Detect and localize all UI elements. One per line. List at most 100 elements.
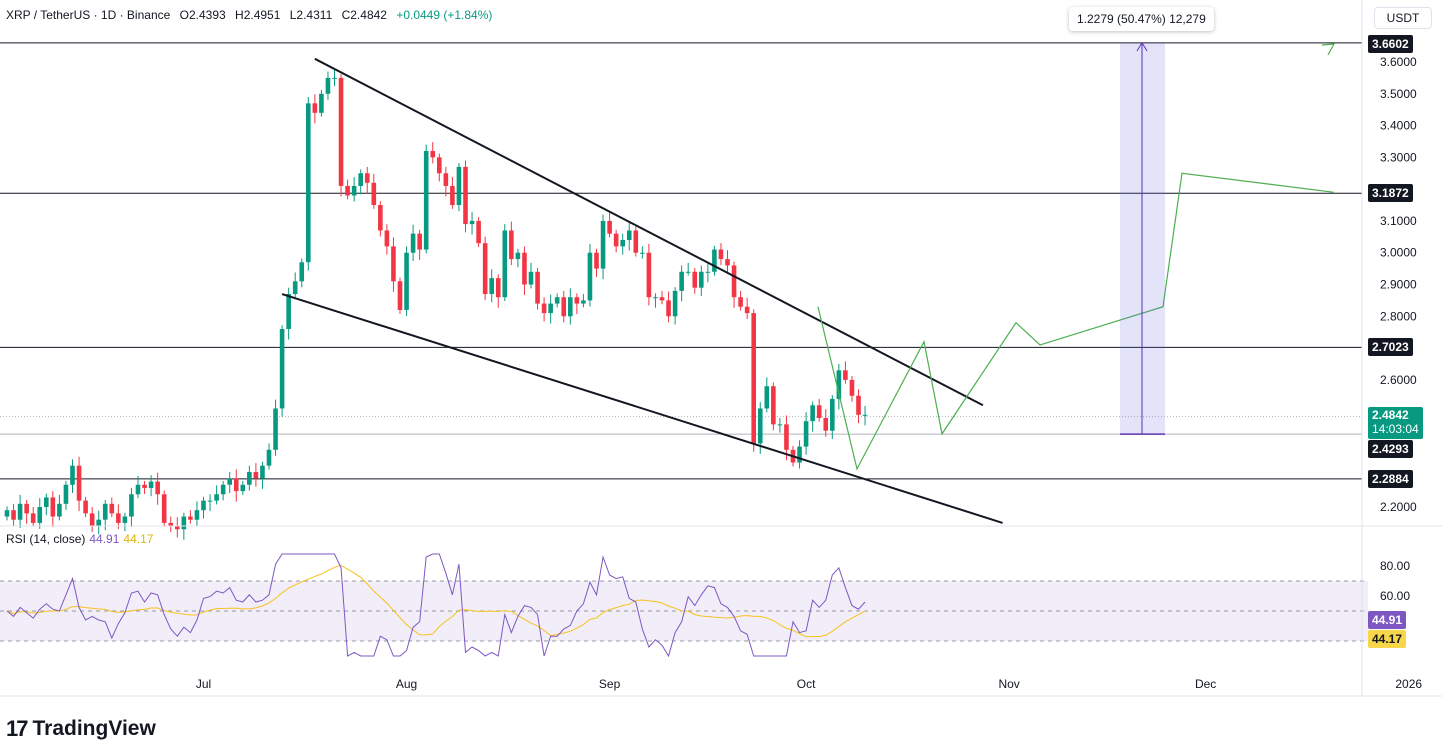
candle-body [476,220,481,244]
candle-body [469,220,475,225]
candle-body [522,252,527,285]
price-tick-label: 3.5000 [1380,87,1417,101]
open-value: O2.4393 [179,8,226,22]
date-tick-label: Aug [396,677,417,691]
candle-body [692,271,698,288]
candle-body [777,424,783,426]
rsi-ma-value: 44.17 [123,532,154,546]
candle-body [351,185,357,196]
candle-body [148,481,154,488]
price-label-level-4: 2.4293 [1368,440,1413,458]
candle-body [358,173,363,186]
candle-body [201,500,206,511]
candle-body [856,395,861,415]
candle-body [306,103,311,263]
price-tick-label: 3.3000 [1380,150,1417,164]
close-value: C2.4842 [341,8,387,22]
candle-body [515,252,521,260]
candle-body [699,271,704,288]
candle-body [312,103,318,113]
high-value: H2.4951 [235,8,281,22]
candle-body [672,290,678,317]
symbol-title[interactable]: XRP / TetherUS · 1D · Binance [6,8,171,22]
candle-body [378,205,383,231]
candle-body [364,173,370,183]
candle-body [862,414,868,416]
candle-body [279,329,285,409]
last-price-label: 2.4842 14:03:04 [1368,407,1423,439]
candle-body [666,300,671,317]
tradingview-logo[interactable]: 17 TradingView [6,714,156,744]
candle-body [528,271,534,285]
low-value: L2.4311 [289,8,333,22]
date-tick-label: Sep [599,677,621,691]
rsi-line [6,553,866,658]
rsi-legend[interactable]: RSI (14, close) 44.91 44.17 [6,532,153,546]
candle-body [96,519,101,527]
candle-body [63,484,69,504]
candle-body [240,484,246,492]
price-tick-label: 2.9000 [1380,278,1417,292]
candle-body [810,405,815,422]
candle-body [286,294,291,329]
candle-body [482,243,488,295]
candle-body [155,481,160,495]
rsi-tick-label: 80.00 [1380,559,1410,573]
candle-body [44,497,49,507]
candle-body [803,421,809,447]
candle-body [345,185,350,196]
rsi-ma-label: 44.17 [1368,630,1407,648]
price-tick-label: 2.6000 [1380,373,1417,387]
candle-body [495,278,501,298]
candle-body [299,262,305,282]
trendline [281,293,1003,524]
candle-body [489,278,494,295]
candle-body [797,446,802,463]
candle-body [731,265,737,298]
price-label-level-3: 2.7023 [1368,338,1413,356]
candle-countdown: 14:03:04 [1372,422,1419,436]
date-tick-label: Nov [998,677,1019,691]
candle-body [70,465,75,485]
date-tick-label: 2026 [1395,677,1422,691]
candle-body [404,252,409,310]
candle-body [843,370,848,380]
candle-body [718,249,724,260]
rsi-value-label: 44.91 [1368,611,1407,629]
candle-body [30,513,36,523]
trendline [314,57,984,407]
candle-body [574,297,580,304]
candle-body [181,516,187,530]
candle-body [679,271,684,291]
candle-body [823,418,829,431]
candle-body [437,157,442,174]
tradingview-logo-icon: 17 [6,716,29,741]
price-tick-label: 2.2000 [1380,500,1417,514]
currency-button[interactable]: USDT [1374,7,1432,29]
candle-body [771,386,776,425]
date-tick-label: Dec [1195,677,1216,691]
candle-body [76,465,82,501]
price-tick-label: 3.4000 [1380,119,1417,133]
tradingview-wordmark: TradingView [32,717,156,740]
projection-path [817,43,1336,471]
candle-body [443,173,449,186]
candle-body [640,252,645,254]
candle-body [50,497,56,517]
candle-body [757,408,763,444]
candle-body [391,246,396,282]
candle-body [784,424,789,450]
candle-body [207,500,213,502]
candle-body [685,271,691,273]
candle-body [633,230,639,253]
candle-body [568,297,573,317]
candle-body [273,408,278,450]
candle-body [247,472,252,485]
channel-trendlines [281,57,1003,524]
candle-body [338,77,344,186]
candle-body [554,297,560,304]
rsi-panel [0,525,1442,697]
candle-body [175,526,180,530]
candle-body [594,252,599,269]
